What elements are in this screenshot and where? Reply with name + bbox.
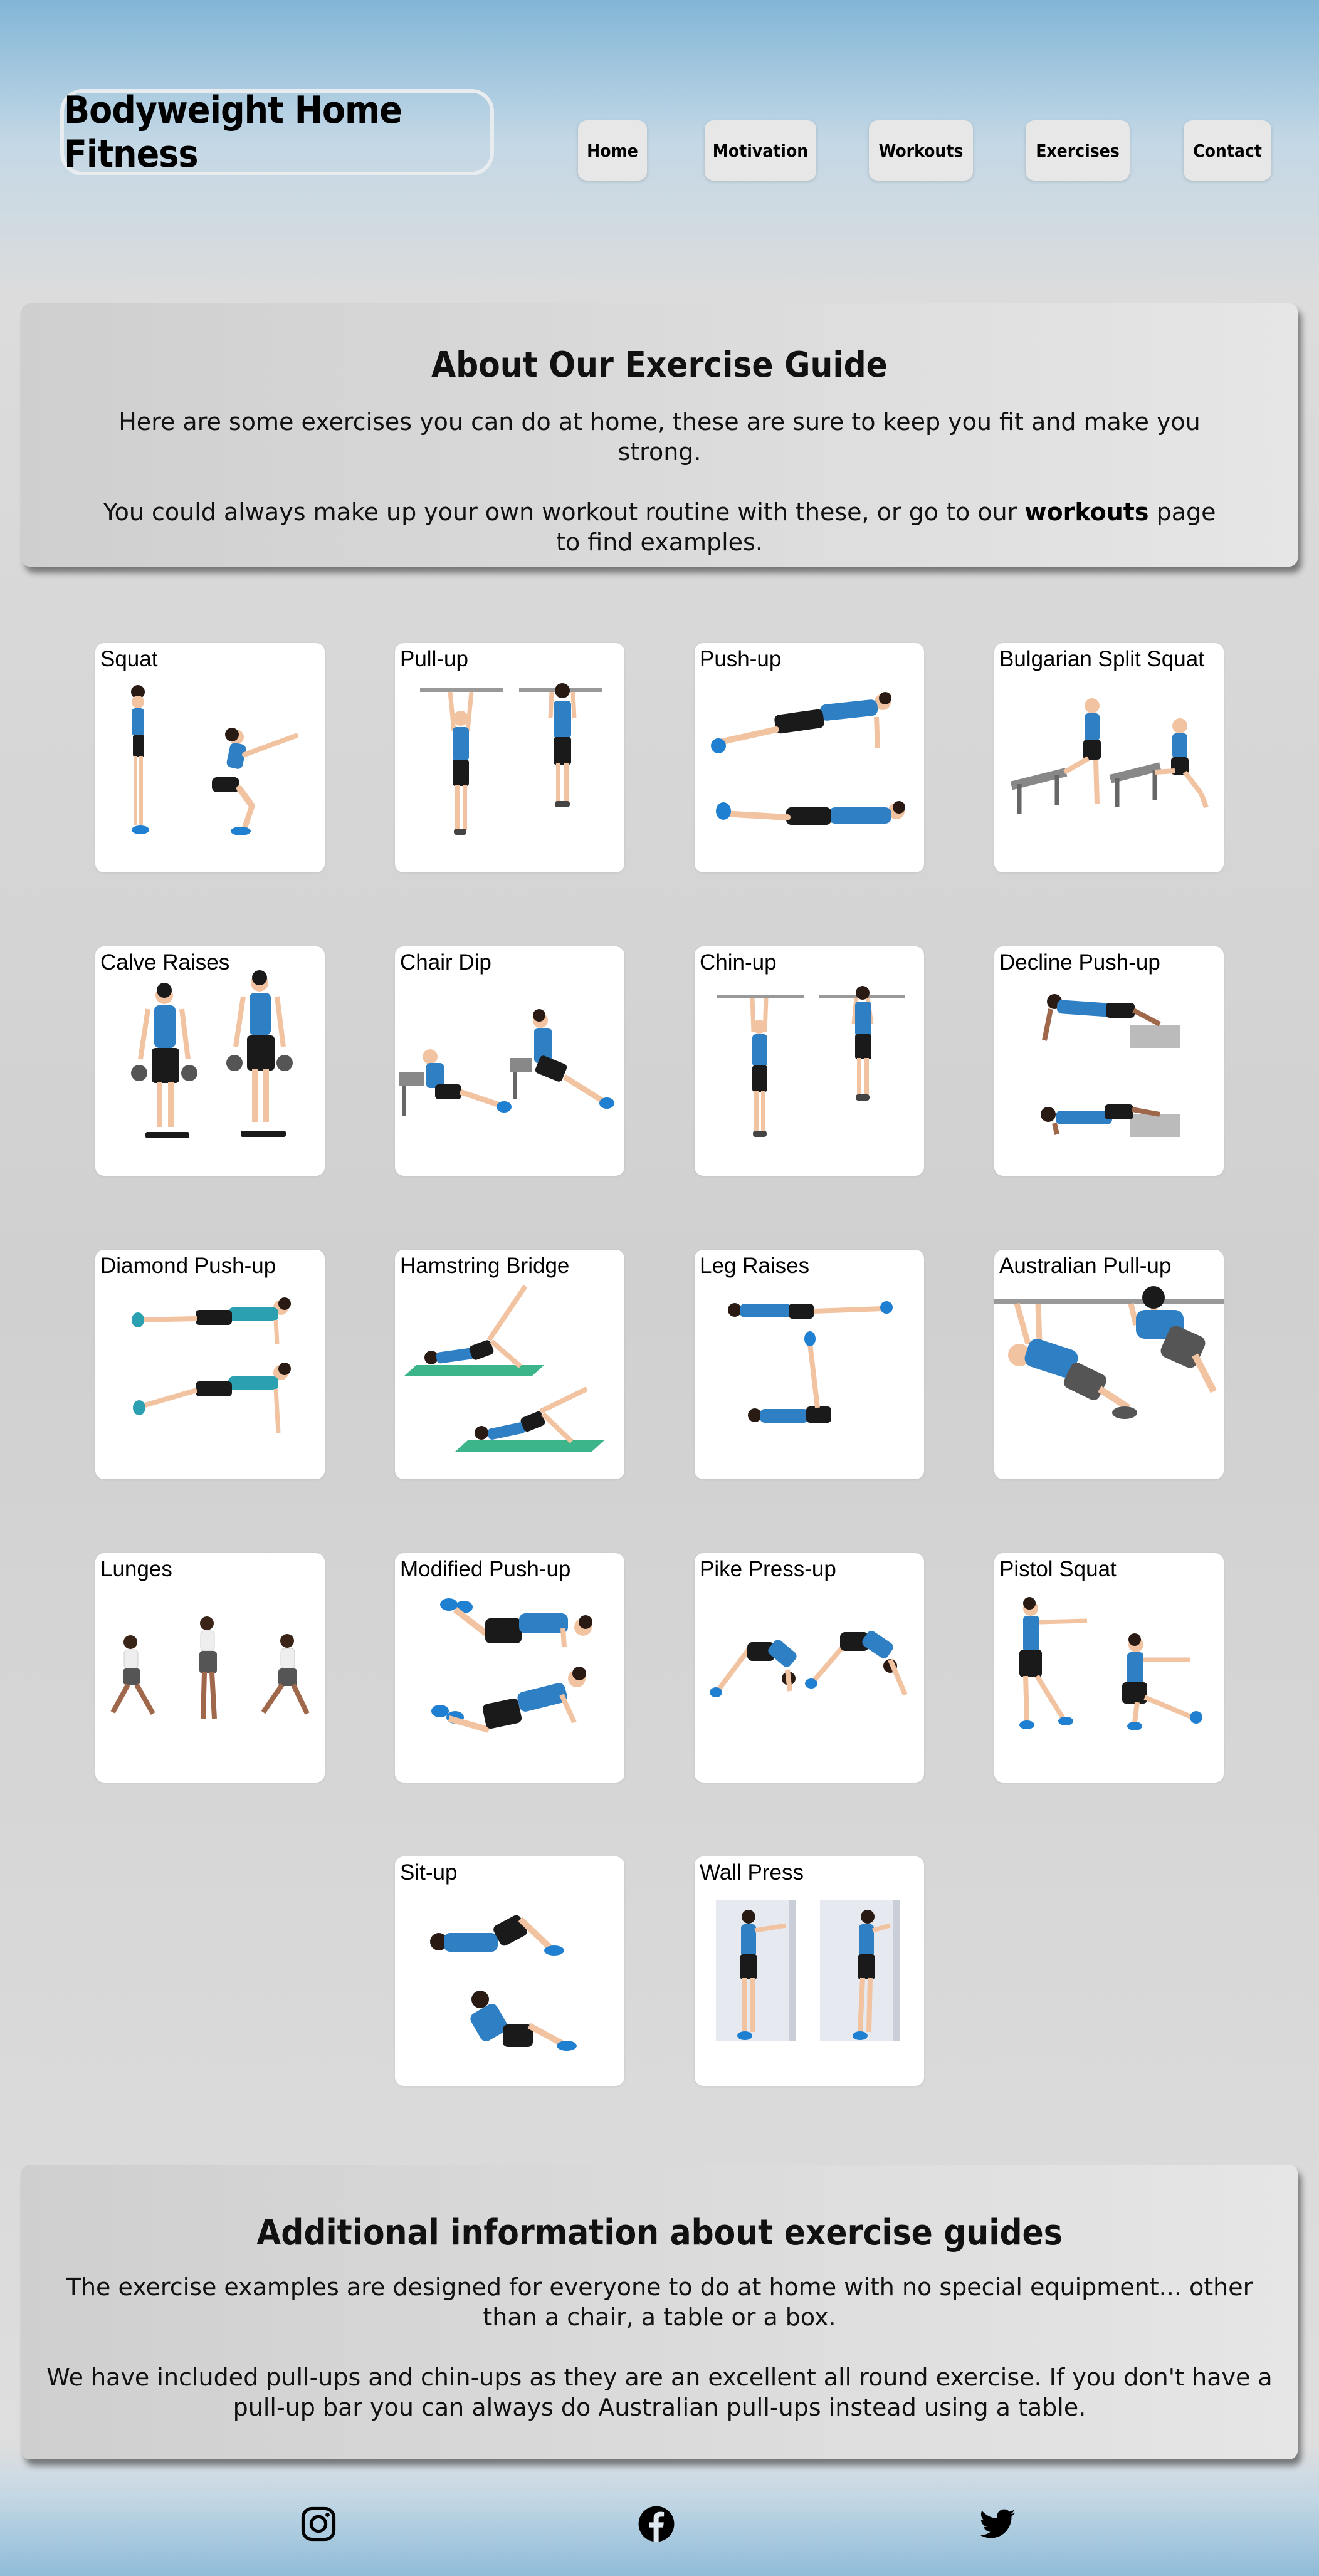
exercise-card-chin-up[interactable]: Chin-up [695,946,924,1176]
twitter-icon[interactable] [978,2505,1017,2543]
exercise-label: Calve Raises [100,950,230,975]
exercise-card-modified-push-up[interactable]: Modified Push-up [395,1553,624,1783]
leg-raises-illustration [728,1301,893,1423]
exercise-card-squat[interactable]: Squat [95,643,325,872]
additional-info-paragraph-2: We have included pull-ups and chin-ups a… [46,2364,1273,2421]
exercise-card-pike-press-up[interactable]: Pike Press-up [695,1553,924,1783]
diamond-push-up-illustration [132,1297,291,1433]
about-paragraph-2-text-before: You could always make up your own workou… [103,498,1025,526]
site-header: Bodyweight Home Fitness Home Motivation … [0,0,1319,282]
additional-info-title: Additional information about exercise gu… [256,2212,1063,2253]
chair-dip-illustration [399,1009,614,1116]
modified-push-up-illustration [431,1598,592,1733]
about-paragraph-2-text-after: page to find examples. [556,498,1216,556]
exercise-label: Decline Push-up [999,950,1160,975]
exercise-card-calve-raises[interactable]: Calve Raises [95,946,325,1176]
about-panel: About Our Exercise Guide Here are some e… [21,303,1298,567]
exercise-card-pistol-squat[interactable]: Pistol Squat [994,1553,1224,1783]
squat-illustration [131,685,298,835]
exercise-label: Push-up [700,647,782,671]
exercise-card-pull-up[interactable]: Pull-up [395,643,624,872]
sit-up-illustration [430,1915,577,2051]
lunges-illustration [110,1616,310,1719]
exercise-label: Chin-up [700,950,777,975]
calve-raises-illustration [131,970,293,1138]
exercise-card-hamstring-bridge[interactable]: Hamstring Bridge [395,1250,624,1479]
exercise-card-australian-pull-up[interactable]: Australian Pull-up [994,1250,1224,1479]
bulgarian-split-squat-illustration [1010,698,1209,814]
exercise-label: Wall Press [700,1860,804,1885]
pike-press-up-illustration [710,1631,908,1697]
exercise-card-leg-raises[interactable]: Leg Raises [695,1250,924,1479]
nav-exercises[interactable]: Exercises [1026,120,1130,181]
exercise-card-lunges[interactable]: Lunges [95,1553,325,1783]
exercise-label: Pull-up [400,647,468,671]
australian-pull-up-illustration [994,1286,1224,1419]
exercise-card-wall-press[interactable]: Wall Press [695,1856,924,2086]
exercise-card-diamond-push-up[interactable]: Diamond Push-up [95,1250,325,1479]
instagram-icon[interactable] [299,2505,338,2543]
pistol-squat-illustration [1019,1597,1202,1730]
exercise-card-sit-up[interactable]: Sit-up [395,1856,624,2086]
pull-up-illustration [420,683,602,835]
nav-home[interactable]: Home [578,120,647,181]
exercise-card-chair-dip[interactable]: Chair Dip [395,946,624,1176]
hamstring-bridge-illustration [404,1284,604,1452]
about-paragraph-1: Here are some exercises you can do at ho… [118,408,1201,466]
facebook-icon[interactable] [637,2505,676,2543]
exercise-label: Lunges [100,1557,172,1581]
exercise-card-bulgarian-split-squat[interactable]: Bulgarian Split Squat [994,643,1224,872]
exercise-label: Leg Raises [700,1254,810,1278]
nav-motivation[interactable]: Motivation [705,120,816,181]
site-logo[interactable]: Bodyweight Home Fitness [60,88,494,176]
exercise-label: Diamond Push-up [100,1254,276,1278]
wall-press-illustration [716,1900,900,2041]
exercise-label: Sit-up [400,1860,458,1885]
workouts-link[interactable]: workouts [1024,498,1149,526]
exercise-label: Squat [100,647,158,671]
exercise-label: Chair Dip [400,950,491,975]
about-paragraph-2: You could always make up your own workou… [21,497,1298,557]
exercise-label: Hamstring Bridge [400,1254,570,1278]
additional-info-paragraph-1: The exercise examples are designed for e… [66,2273,1253,2331]
decline-push-up-illustration [1041,994,1180,1137]
nav-workouts[interactable]: Workouts [869,120,973,181]
exercise-card-push-up[interactable]: Push-up [695,643,924,872]
nav-contact[interactable]: Contact [1184,120,1271,181]
exercise-label: Pike Press-up [700,1557,836,1581]
exercise-label: Pistol Squat [999,1557,1117,1581]
additional-info-panel: Additional information about exercise gu… [21,2165,1298,2459]
exercise-label: Australian Pull-up [999,1254,1172,1278]
push-up-illustration [711,692,905,825]
chin-up-illustration [717,986,905,1137]
exercise-label: Bulgarian Split Squat [999,647,1204,671]
exercise-label: Modified Push-up [400,1557,571,1581]
about-title: About Our Exercise Guide [431,345,888,385]
exercise-card-decline-push-up[interactable]: Decline Push-up [994,946,1224,1176]
